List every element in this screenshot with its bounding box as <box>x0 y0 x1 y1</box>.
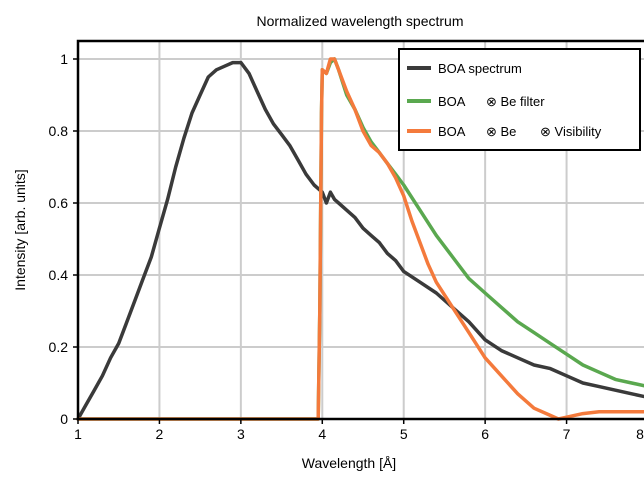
plot-frame <box>76 39 644 421</box>
legend-label: BOA <box>438 124 466 139</box>
y-tick-label: 1 <box>60 51 68 67</box>
y-tick-label: 0.4 <box>49 267 69 283</box>
x-tick-label: 6 <box>481 426 489 442</box>
x-ticks: 1 2 3 4 5 6 7 8 <box>74 419 644 442</box>
legend-label: ⊗ Be <box>486 124 516 139</box>
chart-title: Normalized wavelength spectrum <box>257 13 464 29</box>
y-tick-label: 0.6 <box>49 195 69 211</box>
x-tick-label: 1 <box>74 426 82 442</box>
legend-label: BOA spectrum <box>438 61 522 76</box>
x-tick-label: 3 <box>237 426 245 442</box>
legend-label: ⊗ Visibility <box>540 124 602 139</box>
x-tick-label: 8 <box>636 426 644 442</box>
legend-label: BOA <box>438 94 466 109</box>
y-ticks: 0 0.2 0.4 0.6 0.8 1 <box>49 51 78 427</box>
legend-label: ⊗ Be filter <box>486 94 545 109</box>
x-tick-label: 4 <box>318 426 326 442</box>
y-axis-label: Intensity [arb. units] <box>12 169 28 290</box>
x-tick-label: 5 <box>400 426 408 442</box>
x-tick-label: 7 <box>563 426 571 442</box>
x-axis-label: Wavelength [Å] <box>302 455 396 471</box>
legend-box <box>398 48 641 151</box>
x-tick-label: 2 <box>156 426 164 442</box>
series-line-0 <box>76 60 644 421</box>
y-tick-label: 0.8 <box>49 123 69 139</box>
y-tick-label: 0 <box>60 411 68 427</box>
legend-items: BOA spectrum BOA ⊗ Be filter BOA ⊗ Be ⊗ Visib… <box>407 61 602 139</box>
legend: BOA spectrum BOA ⊗ Be filter BOA ⊗ Be ⊗ Visib… <box>398 48 641 151</box>
y-tick-label: 0.2 <box>49 339 69 355</box>
